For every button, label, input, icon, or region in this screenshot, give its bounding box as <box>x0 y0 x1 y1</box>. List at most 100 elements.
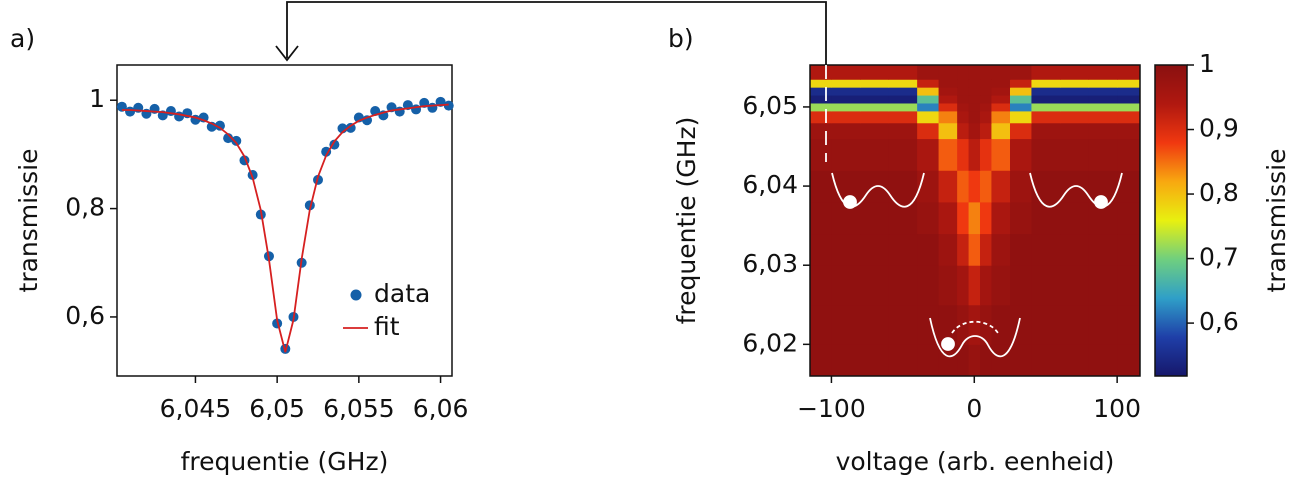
heatmap-cell <box>810 265 832 306</box>
heatmap-cell <box>810 304 832 345</box>
data-point <box>214 120 225 131</box>
heatmap-cell <box>938 138 958 171</box>
heatmap-cell <box>1060 65 1090 80</box>
heatmap-cell <box>980 170 992 203</box>
heatmap-cell <box>860 95 890 104</box>
heatmap-cell <box>860 344 890 377</box>
heatmap-cell <box>1117 138 1141 171</box>
heatmap-cell <box>938 95 958 104</box>
y-tick-label: 6,05 <box>742 91 798 120</box>
connector-line <box>286 1 827 65</box>
heatmap-cell <box>1060 102 1090 112</box>
colorbar-label: transmissie <box>1262 149 1291 293</box>
heatmap-cell <box>1088 102 1118 112</box>
y-tick-label: 6,04 <box>742 170 798 199</box>
heatmap-cell <box>1010 87 1032 96</box>
heatmap-cell <box>1117 95 1141 104</box>
x-tick-label: 6,05 <box>249 394 305 423</box>
heatmap-cell <box>917 265 940 306</box>
y-tick-label: 0,8 <box>65 193 105 222</box>
heatmap-cell <box>938 65 958 80</box>
heatmap-cell <box>980 344 992 377</box>
heatmap-cell <box>991 138 1011 171</box>
heatmap-cell <box>991 122 1011 140</box>
heatmap-cell <box>860 65 890 80</box>
arrow-head <box>275 45 299 62</box>
heatmap-cell <box>1088 344 1118 377</box>
heatmap-cell <box>980 304 992 345</box>
heatmap-cell <box>1088 65 1118 80</box>
heatmap-cell <box>991 233 1011 266</box>
heatmap-cell <box>968 304 981 345</box>
heatmap-cell <box>1031 233 1061 266</box>
x-tick-label: 6,045 <box>160 394 232 423</box>
heatmap-cell <box>1060 304 1090 345</box>
heatmap-cell <box>957 87 970 96</box>
heatmap-cell <box>860 233 890 266</box>
y-tick-label: 0,6 <box>65 301 105 330</box>
heatmap-cell <box>831 79 861 88</box>
heatmap-cell <box>917 201 940 235</box>
heatmap-cell <box>1117 79 1141 88</box>
heatmap-cell <box>1060 122 1090 140</box>
heatmap-cell <box>968 344 981 377</box>
heatmap-cell <box>957 95 970 104</box>
heatmap-cell <box>1010 265 1032 306</box>
x-axis-label: voltage (arb. eenheid) <box>836 447 1115 476</box>
colorbar-tick-label: 0,9 <box>1199 114 1239 143</box>
heatmap-cell <box>1010 344 1032 377</box>
heatmap-cell <box>991 95 1011 104</box>
y-tick-label: 6,03 <box>742 249 798 278</box>
heatmap-cell <box>810 138 832 171</box>
heatmap-cell <box>938 110 958 124</box>
heatmap-cell <box>991 344 1011 377</box>
heatmap-cell <box>810 233 832 266</box>
heatmap-cell <box>860 79 890 88</box>
heatmap-cell <box>1010 95 1032 104</box>
heatmap-cell <box>957 138 970 171</box>
heatmap-cell <box>888 304 918 345</box>
heatmap-cell <box>1010 102 1032 112</box>
heatmap-cell <box>1088 79 1118 88</box>
heatmap-cell <box>938 170 958 203</box>
heatmap-cell <box>917 344 940 377</box>
heatmap-cell <box>831 95 861 104</box>
x-tick-label: 0 <box>966 394 982 423</box>
heatmap-cell <box>980 138 992 171</box>
heatmap-cell <box>1031 304 1061 345</box>
heatmap-cell <box>1010 79 1032 88</box>
data-point <box>231 135 242 146</box>
heatmap-cell <box>860 102 890 112</box>
heatmap-cell <box>980 233 992 266</box>
connector <box>275 1 827 162</box>
heatmap-cell <box>1117 87 1141 96</box>
heatmap-cell <box>831 110 861 124</box>
x-tick-label: 100 <box>1093 394 1141 423</box>
heatmap-cell <box>991 102 1011 112</box>
heatmap-cell <box>810 122 832 140</box>
heatmap-cell <box>1060 233 1090 266</box>
heatmap-cell <box>831 102 861 112</box>
heatmap-cell <box>888 110 918 124</box>
heatmap-cell <box>938 233 958 266</box>
heatmap-cell <box>917 87 940 96</box>
heatmap-cell <box>991 110 1011 124</box>
heatmap-cell <box>831 65 861 80</box>
heatmap-cell <box>1088 122 1118 140</box>
heatmap-cell <box>957 170 970 203</box>
heatmap-cell <box>980 65 992 80</box>
colorbar-tick-label: 1 <box>1199 49 1215 78</box>
heatmap-cell <box>860 122 890 140</box>
heatmap-cell <box>968 233 981 266</box>
heatmap-cell <box>1010 233 1032 266</box>
heatmap-cell <box>980 265 992 306</box>
panel-b: −100 0 100 6,02 6,03 6,04 6,05 voltage (arb. ee… <box>668 24 1291 476</box>
heatmap-cell <box>810 102 832 112</box>
heatmap-cell <box>938 87 958 96</box>
panel-a: 6,045 6,05 6,055 6,06 0,6 0,8 1 frequentie (GHz… <box>10 24 468 476</box>
heatmap-cell <box>957 79 970 88</box>
heatmap-cell <box>980 122 992 140</box>
heatmap-cell <box>1031 344 1061 377</box>
